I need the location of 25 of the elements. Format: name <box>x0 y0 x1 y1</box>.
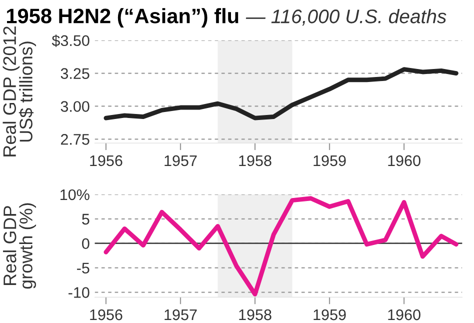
line-series <box>104 67 458 120</box>
x-tick-label: 1958 <box>239 309 272 320</box>
x-tick-label: 1960 <box>388 309 420 320</box>
chart-title: 1958 H2N2 (“Asian”) flu <box>7 8 238 28</box>
y-tick-label: 10% <box>60 189 90 200</box>
x-tick-label: 1959 <box>314 155 346 166</box>
y-axis-title: Real GDP (2012 US$ trillions) <box>2 26 36 156</box>
x-tick-label: 1956 <box>90 155 122 166</box>
x-tick-label: 1959 <box>314 309 346 320</box>
y-tick-label: 3.25 <box>60 68 90 79</box>
x-tick-label: 1958 <box>239 155 272 166</box>
chart-subtitle: — 116,000 U.S. deaths <box>246 9 446 26</box>
y-axis-title: Real GDP growth (%) <box>3 203 36 289</box>
y-tick-label: 3.00 <box>60 101 90 112</box>
x-tick-label: 1957 <box>164 155 197 166</box>
x-tick-label: 1956 <box>90 309 122 320</box>
y-tick-label: 2.75 <box>60 134 90 145</box>
y-tick-label: -5 <box>77 262 90 274</box>
y-tick-label: $3.50 <box>52 34 90 47</box>
y-tick-label: 0 <box>82 238 90 250</box>
line-series <box>104 196 458 296</box>
x-tick-label: 1957 <box>164 309 197 320</box>
x-tick-label: 1960 <box>388 155 420 166</box>
y-tick-label: 5 <box>82 214 90 225</box>
y-tick-label: -10 <box>68 287 90 298</box>
